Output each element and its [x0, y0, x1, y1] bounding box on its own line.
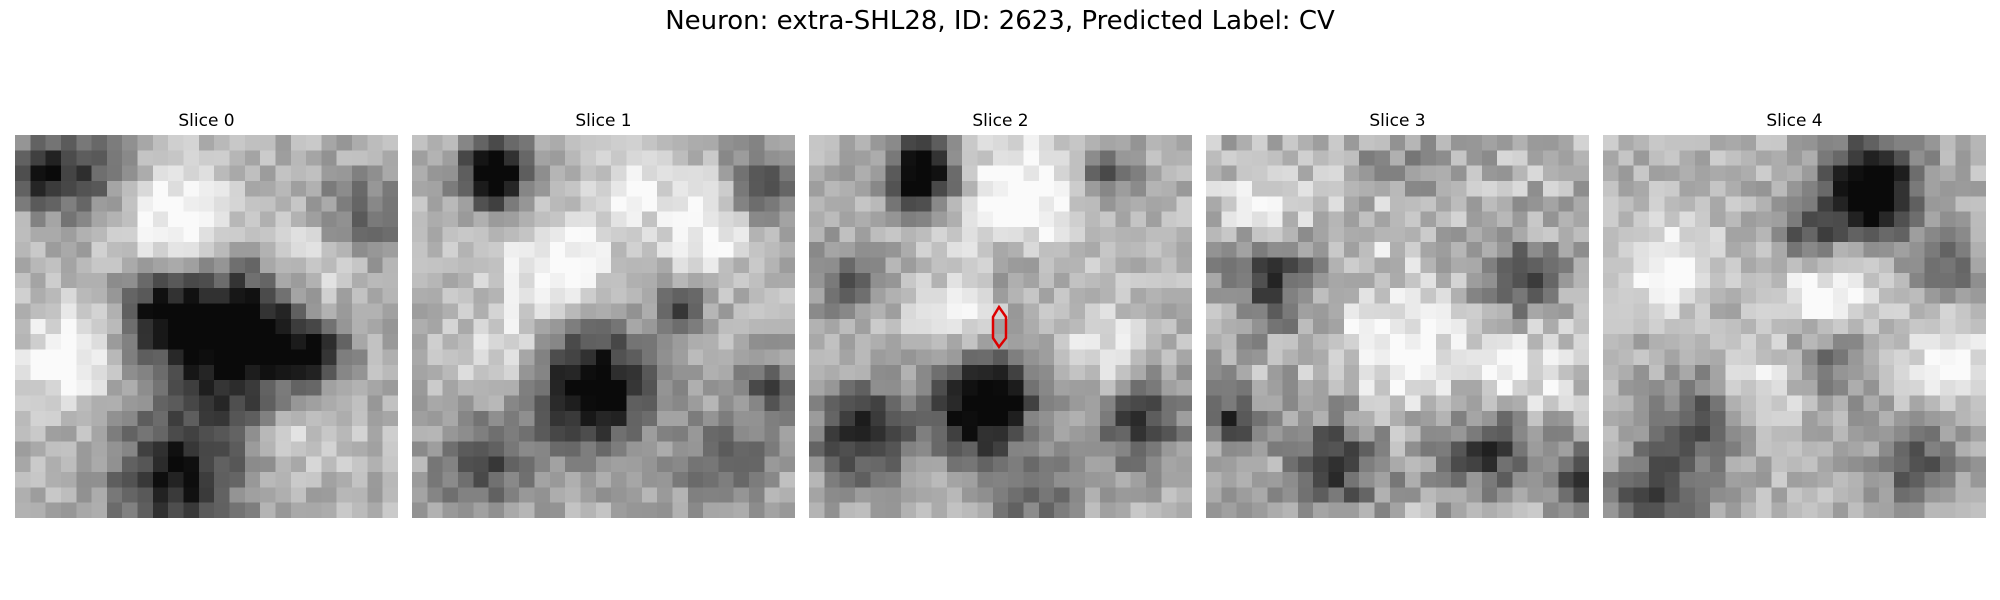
slice-title-1: Slice 1 — [575, 111, 632, 131]
slice-title-4: Slice 4 — [1766, 111, 1823, 131]
slice-panel-0: Slice 0 — [15, 108, 398, 518]
figure-title: Neuron: extra-SHL28, ID: 2623, Predicted… — [665, 6, 1335, 36]
slice-panel-1: Slice 1 — [412, 108, 795, 518]
slice-image-0 — [15, 135, 398, 518]
slice-title-3: Slice 3 — [1369, 111, 1426, 131]
slice-panel-3: Slice 3 — [1206, 108, 1589, 518]
slice-image-4 — [1603, 135, 1986, 518]
slice-panel-4: Slice 4 — [1603, 108, 1986, 518]
slice-image-2 — [809, 135, 1192, 518]
roi-contour-marker — [991, 304, 1008, 350]
slice-title-0: Slice 0 — [178, 111, 235, 131]
slice-image-3 — [1206, 135, 1589, 518]
slice-panel-2: Slice 2 — [809, 108, 1192, 518]
slice-image-1 — [412, 135, 795, 518]
slice-title-2: Slice 2 — [972, 111, 1029, 131]
